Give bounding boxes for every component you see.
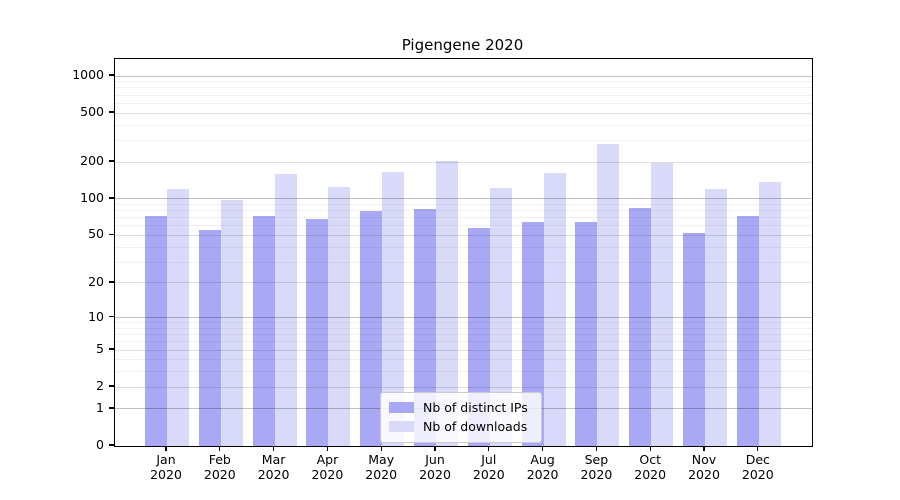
bar-distinct-ips <box>467 227 490 446</box>
bar-downloads <box>328 187 351 446</box>
y-tick-label: 2 <box>96 378 104 394</box>
gridline <box>115 75 812 77</box>
y-tick-mark <box>109 160 114 162</box>
bar-distinct-ips <box>198 230 221 446</box>
y-tick-mark <box>109 315 114 318</box>
legend-swatch-distinct-ips <box>389 402 414 413</box>
y-tick-mark <box>109 74 114 76</box>
bar-distinct-ips <box>736 216 759 446</box>
x-tick-mark <box>757 446 759 451</box>
legend-swatch-downloads <box>389 421 414 432</box>
y-tick-label: 5 <box>96 341 104 357</box>
x-tick-label: Mar 2020 <box>257 452 290 482</box>
bar-distinct-ips <box>414 209 436 446</box>
gridline <box>115 102 812 104</box>
y-tick-label: 100 <box>80 189 104 205</box>
x-tick-label: Jun 2020 <box>419 452 451 482</box>
bar-downloads <box>705 189 727 446</box>
bar-downloads <box>597 144 620 446</box>
chart-title: Pigengene 2020 <box>401 36 524 54</box>
y-tick-mark <box>109 407 114 409</box>
gridline <box>115 112 812 114</box>
x-tick-label: Jan 2020 <box>150 452 182 482</box>
bar-distinct-ips <box>683 233 705 446</box>
y-tick-mark <box>109 385 114 387</box>
y-tick-mark <box>109 197 114 199</box>
legend-item: Nb of distinct IPs <box>389 398 533 417</box>
bar-distinct-ips <box>575 222 598 446</box>
x-tick-label: Dec 2020 <box>741 452 774 482</box>
plot-area: Nb of distinct IPs Nb of downloads <box>114 58 813 447</box>
y-tick-mark <box>109 348 114 350</box>
bar-distinct-ips <box>306 219 329 446</box>
x-tick-mark <box>649 446 651 451</box>
legend-item: Nb of downloads <box>389 417 533 436</box>
y-tick-label: 50 <box>88 226 104 242</box>
y-tick-mark <box>109 281 114 283</box>
x-tick-mark <box>434 446 436 451</box>
y-tick-mark <box>109 111 114 113</box>
legend-label: Nb of distinct IPs <box>423 400 528 415</box>
x-tick-label: Nov 2020 <box>688 452 720 482</box>
x-tick-mark <box>703 446 705 451</box>
gridline <box>115 94 812 96</box>
x-tick-mark <box>380 446 382 451</box>
bar-distinct-ips <box>360 211 383 446</box>
y-tick-label: 1 <box>96 399 104 415</box>
bar-distinct-ips <box>521 222 544 446</box>
bar-downloads <box>758 181 781 446</box>
bar-downloads <box>436 160 458 446</box>
gridline <box>115 161 812 163</box>
y-tick-label: 0 <box>96 437 104 452</box>
bar-distinct-ips <box>252 216 275 446</box>
x-tick-label: Feb 2020 <box>203 452 236 482</box>
y-tick-label: 200 <box>80 153 104 169</box>
y-tick-label: 20 <box>88 273 104 289</box>
x-tick-mark <box>488 446 490 451</box>
bar-downloads <box>543 173 566 446</box>
gridline <box>115 124 812 126</box>
bar-downloads <box>167 189 189 446</box>
y-tick-mark <box>109 444 114 446</box>
bar-distinct-ips <box>629 208 652 446</box>
y-tick-label: 1000 <box>72 67 104 83</box>
y-tick-mark <box>109 233 114 236</box>
x-tick-label: Aug 2020 <box>526 452 559 482</box>
x-tick-label: Oct 2020 <box>634 452 667 482</box>
x-tick-label: Sep 2020 <box>580 452 613 482</box>
gridline <box>115 81 812 83</box>
x-tick-mark <box>272 446 275 451</box>
y-tick-label: 10 <box>88 308 104 324</box>
gridline <box>115 139 812 141</box>
bar-downloads <box>382 172 405 446</box>
legend: Nb of distinct IPs Nb of downloads <box>380 392 542 443</box>
bar-downloads <box>651 162 674 446</box>
x-tick-mark <box>326 446 329 451</box>
bar-downloads <box>489 188 512 446</box>
bar-downloads <box>274 173 297 446</box>
x-tick-mark <box>541 446 544 451</box>
x-tick-mark <box>219 446 221 451</box>
x-tick-label: Jul 2020 <box>472 452 505 482</box>
legend-label: Nb of downloads <box>423 419 528 434</box>
bar-distinct-ips <box>145 216 167 446</box>
x-tick-mark <box>165 446 167 451</box>
x-tick-mark <box>595 446 598 451</box>
gridline <box>115 87 812 89</box>
y-tick-label: 500 <box>80 104 104 120</box>
x-tick-label: Apr 2020 <box>311 452 344 482</box>
bar-downloads <box>220 200 243 446</box>
x-tick-label: May 2020 <box>365 452 398 482</box>
